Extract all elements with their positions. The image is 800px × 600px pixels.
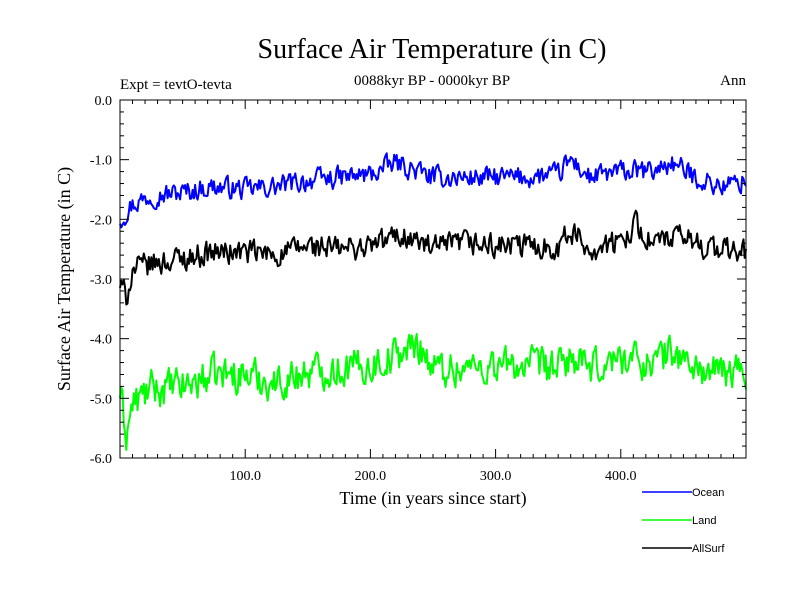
x-tick-label: 200.0 [355,469,387,484]
x-tick-label: 400.0 [605,469,637,484]
series-line-ocean [119,152,747,229]
series-layer [119,152,747,451]
plot-frame [119,99,747,459]
x-axis-label: Time (in years since start) [339,488,526,509]
y-axis-label: Surface Air Temperature (in C) [54,167,75,391]
y-tick-label: -3.0 [90,273,112,288]
series-line-land [119,332,747,451]
y-tick-label: -2.0 [90,213,112,228]
y-tick-label: -1.0 [90,154,112,169]
chart-title: Surface Air Temperature (in C) [258,34,607,65]
experiment-annotation: Expt = tevtO-tevta [120,77,232,93]
chart-subtitle: 0088kyr BP - 0000kyr BP [354,73,510,89]
season-annotation: Ann [720,73,746,89]
legend-label-land: Land [692,515,716,527]
x-tick-label: 100.0 [229,469,261,484]
y-tick-label: -4.0 [90,333,112,348]
legend-label-ocean: Ocean [692,487,724,499]
y-tick-label: -5.0 [90,392,112,407]
y-tick-label: -6.0 [90,452,112,467]
tick-layer: 100.0 200.0 300.0 400.0 0.0 -1.0 -2.0 -3.0 -4.0 -… [90,94,746,484]
legend: Ocean Land AllSurf [642,487,725,555]
series-line-allsurf [119,209,747,306]
legend-label-allsurf: AllSurf [692,543,725,555]
x-tick-label: 300.0 [480,469,512,484]
y-tick-label: 0.0 [95,94,113,109]
